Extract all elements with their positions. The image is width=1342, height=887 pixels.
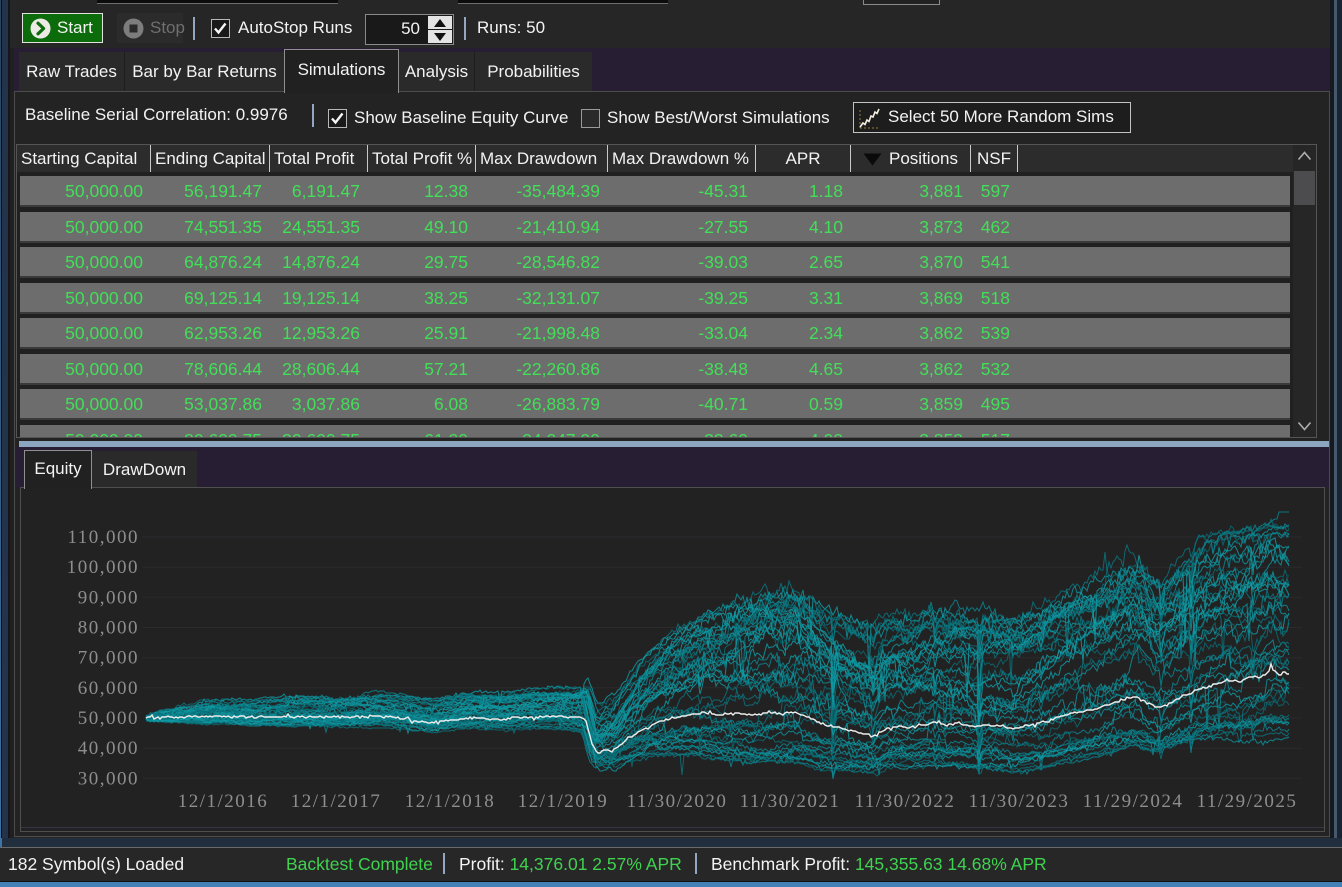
svg-text:11/29/2024: 11/29/2024 xyxy=(1083,791,1184,812)
svg-text:12/1/2017: 12/1/2017 xyxy=(291,791,382,812)
svg-text:11/30/2022: 11/30/2022 xyxy=(855,791,956,812)
svg-text:110,000: 110,000 xyxy=(67,527,139,548)
svg-text:70,000: 70,000 xyxy=(78,648,139,669)
svg-text:11/29/2025: 11/29/2025 xyxy=(1197,791,1298,812)
svg-text:30,000: 30,000 xyxy=(78,768,139,789)
svg-text:40,000: 40,000 xyxy=(78,738,139,759)
svg-text:12/1/2016: 12/1/2016 xyxy=(178,791,269,812)
svg-text:50,000: 50,000 xyxy=(78,708,139,729)
svg-text:60,000: 60,000 xyxy=(78,678,139,699)
svg-text:12/1/2018: 12/1/2018 xyxy=(405,791,496,812)
svg-text:12/1/2019: 12/1/2019 xyxy=(518,791,609,812)
svg-text:11/30/2021: 11/30/2021 xyxy=(740,791,841,812)
svg-text:90,000: 90,000 xyxy=(78,587,139,608)
svg-text:11/30/2020: 11/30/2020 xyxy=(627,791,728,812)
svg-text:100,000: 100,000 xyxy=(67,557,139,578)
svg-text:80,000: 80,000 xyxy=(78,618,139,639)
svg-text:11/30/2023: 11/30/2023 xyxy=(969,791,1070,812)
